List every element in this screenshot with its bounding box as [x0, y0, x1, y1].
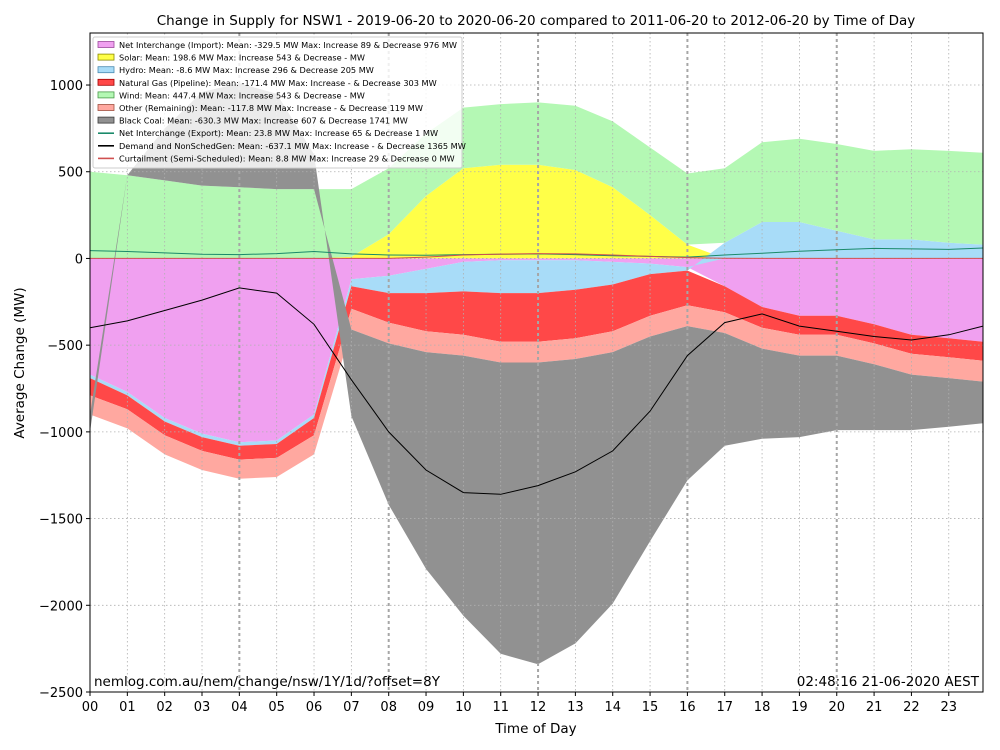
x-tick-label: 03 [194, 700, 211, 715]
legend-entry: Black Coal: Mean: -630.3 MW Max: Increas… [119, 116, 408, 126]
x-tick-label: 05 [268, 700, 285, 715]
area-layer [90, 83, 983, 665]
x-axis: 00 01 02 03 04 05 06 07 08 09 10 11 12 13 14 15 16 17 18 19… [82, 692, 957, 715]
area-wind [90, 102, 983, 259]
x-tick-label: 15 [642, 700, 659, 715]
x-tick-label: 12 [530, 700, 547, 715]
y-tick-label: −500 [47, 339, 83, 354]
y-tick-label: −2000 [39, 599, 83, 614]
x-tick-label: 20 [828, 700, 845, 715]
source-url: nemlog.com.au/nem/change/nsw/1Y/1d/?offs… [94, 674, 441, 690]
x-tick-label: 13 [567, 700, 584, 715]
x-tick-label: 09 [418, 700, 435, 715]
legend-entry: Hydro: Mean: -8.6 MW Max: Increase 296 &… [119, 65, 374, 75]
x-tick-label: 04 [231, 700, 248, 715]
legend: Net Interchange (Import): Mean: -329.5 M… [92, 36, 466, 169]
line-layer [89, 247, 984, 495]
legend-swatch [97, 91, 115, 99]
x-tick-label: 00 [82, 700, 99, 715]
area-net-interchange-import [90, 258, 983, 443]
legend-box [92, 36, 463, 169]
x-axis-label: Time of Day [494, 721, 576, 737]
legend-swatch [97, 104, 115, 111]
legend-entry: Demand and NonSchedGen: Mean: -637.1 MW … [119, 141, 466, 151]
line-demand-and-nonschedgen [89, 287, 984, 495]
y-tick-label: 0 [75, 252, 83, 267]
x-tick-label: 18 [754, 700, 771, 715]
legend-swatch [97, 116, 115, 124]
x-tick-label: 02 [156, 700, 173, 715]
y-axis: −2500 −2000 −1500 −1000 −500 0 500 1000 [39, 79, 90, 701]
area-black-coal [90, 83, 983, 665]
y-tick-label: 1000 [50, 79, 83, 94]
legend-entry: Net Interchange (Export): Mean: 23.8 MW … [119, 128, 438, 138]
y-tick-label: −2500 [39, 686, 83, 701]
line-curtailment-semi-scheduled [90, 253, 983, 259]
x-tick-label: 11 [492, 700, 509, 715]
generated-timestamp: 02:48:16 21-06-2020 AEST [797, 674, 980, 690]
legend-swatch [97, 66, 115, 74]
y-tick-label: 500 [58, 166, 83, 181]
area-hydro [90, 222, 983, 446]
x-tick-label: 23 [940, 700, 957, 715]
plot-frame [89, 32, 984, 693]
y-axis-label: Average Change (MW) [12, 287, 28, 438]
x-tick-label: 22 [903, 700, 920, 715]
x-tick-label: 10 [455, 700, 472, 715]
area-solar [90, 164, 983, 259]
plot-area [89, 32, 984, 693]
legend-entry: Net Interchange (Import): Mean: -329.5 M… [119, 40, 457, 50]
x-tick-label: 17 [716, 700, 733, 715]
x-tick-label: 08 [380, 700, 397, 715]
x-tick-label: 14 [604, 700, 621, 715]
legend-entry: Other (Remaining): Mean: -117.8 MW Max: … [119, 103, 423, 113]
chart-title: Change in Supply for NSW1 - 2019-06-20 t… [157, 13, 916, 29]
legend-swatch [97, 78, 115, 86]
legend-swatch [97, 41, 115, 48]
x-tick-label: 07 [343, 700, 360, 715]
legend-entry: Wind: Mean: 447.4 MW Max: Increase 543 &… [119, 90, 365, 100]
x-tick-label: 16 [679, 700, 696, 715]
x-tick-label: 01 [119, 700, 136, 715]
y-tick-label: −1500 [39, 513, 83, 528]
y-tick-label: −1000 [39, 426, 83, 441]
legend-entry: Solar: Mean: 198.6 MW Max: Increase 543 … [119, 53, 365, 63]
legend-entry: Natural Gas (Pipeline): Mean: -171.4 MW … [119, 78, 437, 88]
legend-swatch [97, 53, 115, 61]
area-natural-gas-pipeline [90, 270, 983, 460]
legend-entry: Curtailment (Semi-Scheduled): Mean: 8.8 … [119, 153, 455, 163]
x-tick-label: 21 [866, 700, 883, 715]
x-tick-label: 19 [791, 700, 808, 715]
x-tick-label: 06 [306, 700, 323, 715]
